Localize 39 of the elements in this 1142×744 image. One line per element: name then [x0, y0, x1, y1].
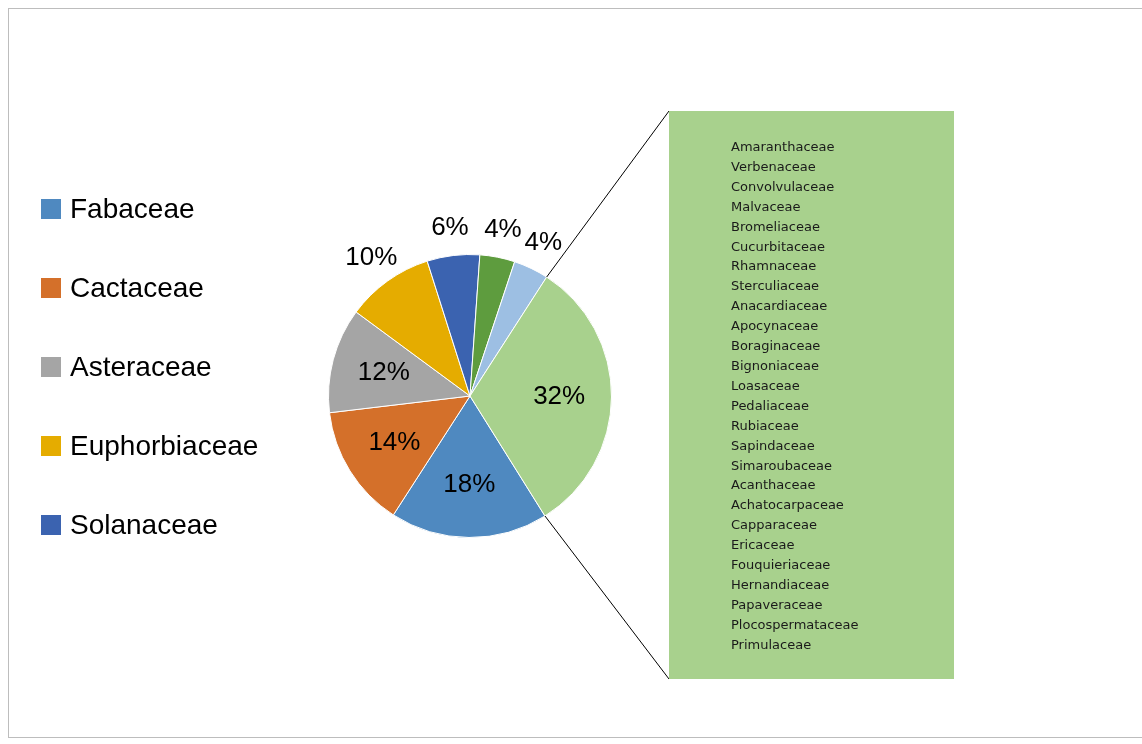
text: Bignoniaceae: [731, 356, 820, 375]
data-label: 6%: [431, 210, 469, 241]
legend-label: Solanaceae: [70, 508, 218, 541]
data-label: 14%: [368, 426, 421, 457]
legend-label: Euphorbiaceae: [70, 429, 259, 462]
text: Fouquieriaceae: [731, 556, 832, 575]
text: Acanthaceae: [731, 476, 817, 495]
text: Pedaliaceae: [731, 396, 810, 415]
text: Loasaceae: [731, 376, 801, 395]
data-label: 4%: [484, 212, 522, 243]
legend-label: Cactaceae: [70, 271, 204, 304]
text: Cucurbitaceae: [731, 237, 827, 256]
text: Simaroubaceae: [731, 456, 834, 475]
text: Achatocarpaceae: [731, 496, 845, 515]
text: Hernandiaceae: [731, 575, 831, 594]
data-label: 32%: [533, 379, 586, 410]
text: Bromeliaceae: [731, 217, 821, 236]
data-label: 10%: [345, 241, 398, 272]
text: Sterculiaceae: [731, 277, 821, 296]
text: Capparaceae: [731, 516, 818, 535]
text: Ericaceae: [731, 536, 796, 555]
text: Boraginaceae: [731, 337, 822, 356]
data-label: 12%: [357, 356, 410, 387]
text: Anacardiaceae: [731, 297, 829, 316]
text: Papaveraceae: [731, 595, 824, 614]
text: Convolvulaceae: [731, 177, 836, 196]
text: Amaranthaceae: [731, 138, 836, 156]
text: Primulaceae: [731, 635, 813, 654]
text: Verbenaceae: [731, 157, 817, 176]
text: Sapindaceae: [731, 436, 816, 455]
text: Malvaceae: [731, 197, 802, 216]
text: Apocynaceae: [731, 317, 820, 336]
legend-label: Fabaceae: [70, 192, 195, 225]
data-label: 18%: [443, 468, 496, 499]
text: Rubiaceae: [731, 416, 800, 435]
text: Rhamnaceae: [731, 257, 818, 276]
legend-label: Asteraceae: [70, 350, 212, 383]
text: Plocospermataceae: [731, 615, 860, 634]
data-label: 4%: [524, 226, 563, 257]
